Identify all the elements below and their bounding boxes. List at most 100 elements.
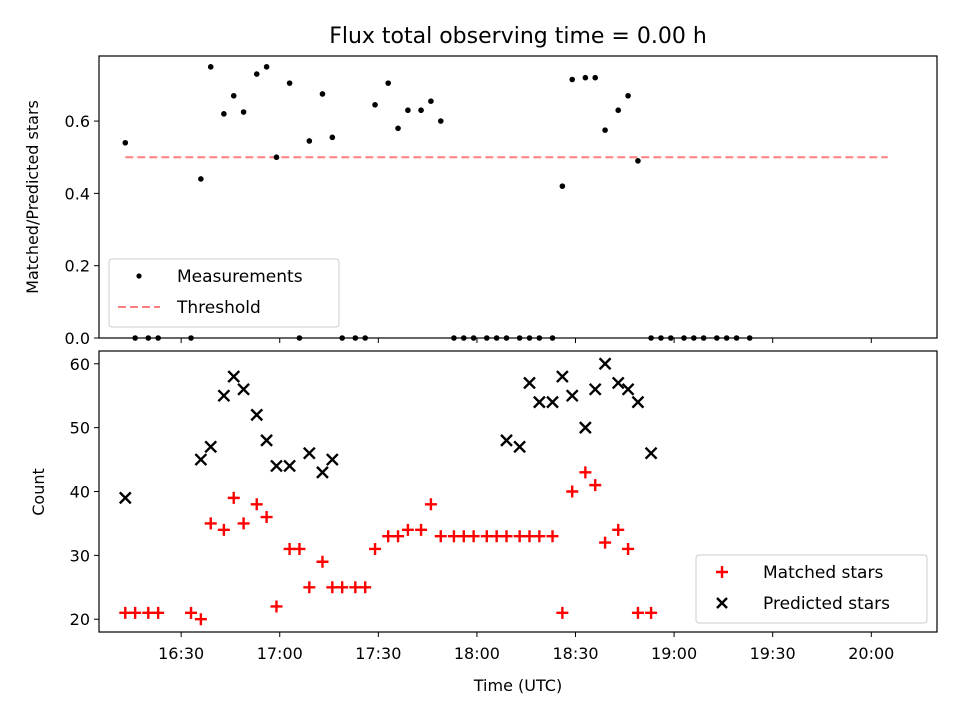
predicted-star-point bbox=[237, 382, 250, 396]
x-tick-label: 18:30 bbox=[552, 644, 598, 663]
y-tick-label: 0.6 bbox=[65, 112, 90, 131]
matched-star-point bbox=[612, 523, 625, 536]
legend-matched-marker bbox=[716, 566, 728, 578]
legend-measurements-marker bbox=[136, 273, 142, 279]
y-tick-label: 20 bbox=[70, 610, 90, 629]
measurement-point bbox=[207, 64, 214, 70]
measurement-point bbox=[625, 92, 631, 99]
y-tick-label: 0.2 bbox=[65, 257, 90, 276]
matched-star-point bbox=[401, 523, 414, 536]
measurement-point bbox=[362, 335, 368, 341]
measurement-point bbox=[516, 335, 523, 341]
matched-star-point bbox=[260, 511, 273, 524]
top-legend: Measurements Threshold bbox=[108, 258, 340, 328]
matched-star-point bbox=[566, 485, 579, 498]
predicted-star-point bbox=[621, 382, 635, 396]
predicted-star-point bbox=[611, 376, 625, 390]
matched-star-point bbox=[599, 536, 612, 549]
measurement-point bbox=[723, 335, 730, 341]
measurement-point bbox=[559, 183, 566, 189]
x-tick-label: 17:30 bbox=[355, 644, 401, 663]
measurement-point bbox=[230, 92, 237, 99]
top-panel: Flux total observing time = 0.00 h 0.00.… bbox=[23, 24, 938, 348]
matched-star-point bbox=[237, 517, 250, 530]
matched-star-point bbox=[589, 479, 602, 492]
x-tick-label: 20:00 bbox=[848, 644, 894, 663]
x-tick-label: 18:00 bbox=[454, 644, 500, 663]
measurement-point bbox=[733, 335, 740, 341]
predicted-star-point bbox=[227, 370, 241, 383]
measurement-point bbox=[122, 139, 129, 146]
measurement-point bbox=[635, 158, 641, 164]
bottom-legend: Matched stars Predicted stars bbox=[695, 554, 928, 624]
bottom-x-axis-label: Time (UTC) bbox=[473, 676, 562, 695]
matched-star-point bbox=[336, 581, 349, 594]
predicted-star-point bbox=[325, 453, 339, 466]
legend-threshold-label: Threshold bbox=[176, 298, 261, 318]
measurement-point bbox=[405, 107, 411, 114]
measurement-point bbox=[132, 335, 138, 341]
matched-star-point bbox=[546, 530, 559, 543]
predicted-star-point bbox=[260, 434, 273, 447]
measurement-point bbox=[329, 134, 336, 141]
measurement-point bbox=[460, 335, 467, 341]
measurement-point bbox=[668, 335, 674, 341]
measurement-point bbox=[319, 91, 326, 97]
predicted-star-point bbox=[556, 370, 569, 383]
top-plot-marks bbox=[122, 64, 888, 341]
matched-star-point bbox=[556, 606, 569, 619]
predicted-star-point bbox=[523, 376, 536, 390]
y-tick-label: 60 bbox=[70, 355, 90, 374]
bottom-legend-box bbox=[695, 554, 928, 624]
measurement-point bbox=[372, 102, 378, 108]
measurement-point bbox=[155, 335, 161, 341]
predicted-star-point bbox=[316, 465, 329, 479]
measurement-point bbox=[339, 335, 345, 341]
predicted-star-point bbox=[204, 440, 218, 454]
measurement-point bbox=[188, 335, 194, 341]
legend-matched-label: Matched stars bbox=[763, 563, 883, 583]
measurement-point bbox=[263, 64, 270, 70]
measurement-point bbox=[428, 98, 434, 104]
measurement-point bbox=[451, 335, 457, 341]
measurement-point bbox=[240, 109, 247, 115]
legend-predicted-marker bbox=[716, 597, 728, 609]
measurement-point bbox=[306, 138, 313, 144]
measurement-point bbox=[536, 335, 543, 341]
matched-star-point bbox=[369, 542, 382, 555]
matched-star-point bbox=[129, 606, 142, 619]
predicted-star-point bbox=[250, 408, 264, 422]
measurement-point bbox=[395, 125, 401, 132]
measurement-point bbox=[483, 335, 490, 341]
matched-star-point bbox=[467, 530, 480, 543]
predicted-star-point bbox=[194, 453, 208, 466]
top-y-ticks: 0.0 0.2 0.4 0.6 bbox=[65, 112, 99, 348]
predicted-star-point bbox=[546, 395, 559, 409]
measurement-point bbox=[549, 335, 556, 341]
predicted-star-point bbox=[270, 459, 283, 473]
bottom-panel: 20 30 40 50 60 16:30 17:00 17:30 18:00 18:30 19:0… bbox=[29, 350, 938, 695]
measurement-point bbox=[582, 74, 589, 81]
matched-star-point bbox=[631, 606, 644, 619]
measurement-point bbox=[198, 176, 204, 182]
predicted-star-point bbox=[579, 421, 592, 434]
measurement-point bbox=[746, 335, 753, 341]
measurement-point bbox=[602, 127, 608, 133]
top-y-axis-label: Matched/Predicted stars bbox=[23, 100, 42, 294]
matched-star-point bbox=[500, 530, 513, 543]
predicted-star-point bbox=[631, 395, 645, 409]
predicted-star-point bbox=[217, 389, 231, 403]
measurement-point bbox=[145, 335, 152, 341]
predicted-star-point bbox=[500, 434, 513, 447]
measurement-point bbox=[493, 335, 500, 341]
legend-predicted-label: Predicted stars bbox=[763, 594, 890, 614]
matched-star-point bbox=[250, 498, 263, 511]
matched-star-point bbox=[392, 530, 405, 543]
measurement-point bbox=[296, 335, 303, 341]
y-tick-label: 0.4 bbox=[65, 184, 90, 203]
measurement-point bbox=[691, 335, 697, 341]
y-tick-label: 40 bbox=[70, 483, 90, 502]
x-tick-label: 19:00 bbox=[651, 644, 697, 663]
x-tick-label: 16:30 bbox=[158, 644, 204, 663]
